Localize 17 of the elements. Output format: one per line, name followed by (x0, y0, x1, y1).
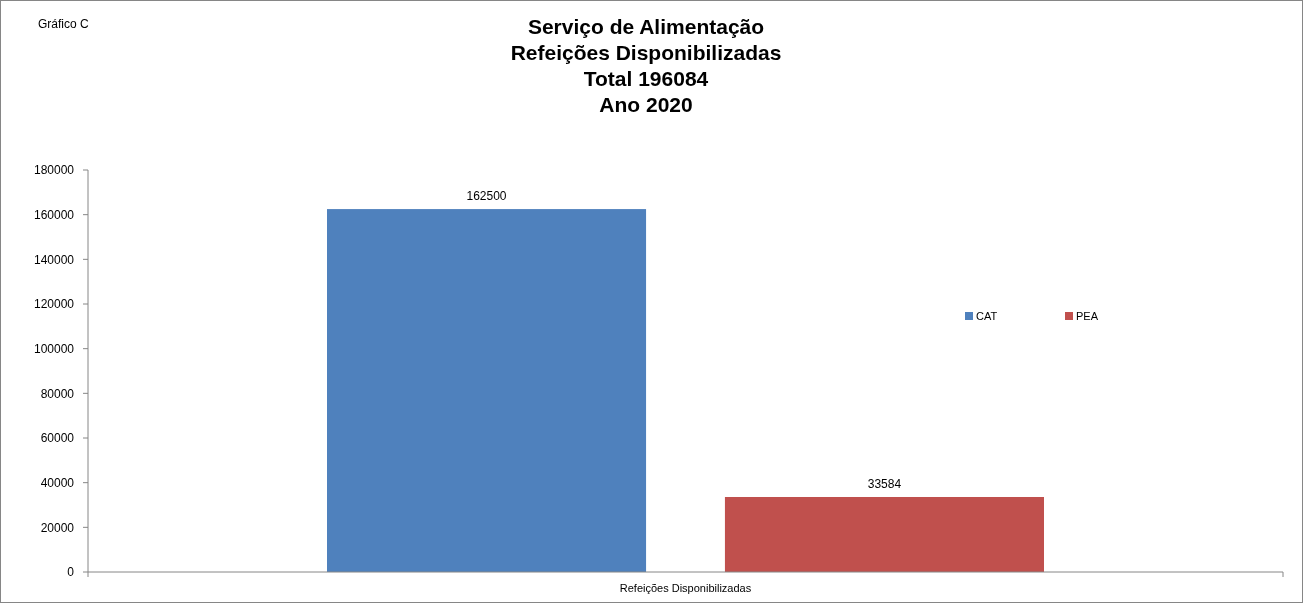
y-tick-label: 180000 (33, 163, 75, 178)
x-tick-label: Refeições Disponibilizadas (619, 581, 752, 594)
legend-label: CAT (976, 309, 998, 322)
legend-label: PEA (1076, 309, 1099, 322)
chart-title: Serviço de Alimentação Refeições Disponibilizadas Total 196084 Ano 2020 (510, 15, 782, 116)
y-tick-label: 40000 (40, 475, 75, 490)
y-tick-label: 140000 (33, 252, 75, 267)
text: Gráfico C (38, 17, 90, 31)
y-tick-label: 20000 (40, 520, 75, 535)
y-tick-label: 0 (67, 565, 75, 580)
y-tick-label: 80000 (40, 386, 75, 401)
y-tick-label: 100000 (33, 341, 75, 356)
y-tick-label: 60000 (40, 431, 75, 446)
y-tick-label: 120000 (33, 297, 75, 312)
data-label: 33584 (867, 477, 902, 491)
data-label: 162500 (466, 189, 507, 204)
y-tick-label: 160000 (33, 207, 75, 222)
